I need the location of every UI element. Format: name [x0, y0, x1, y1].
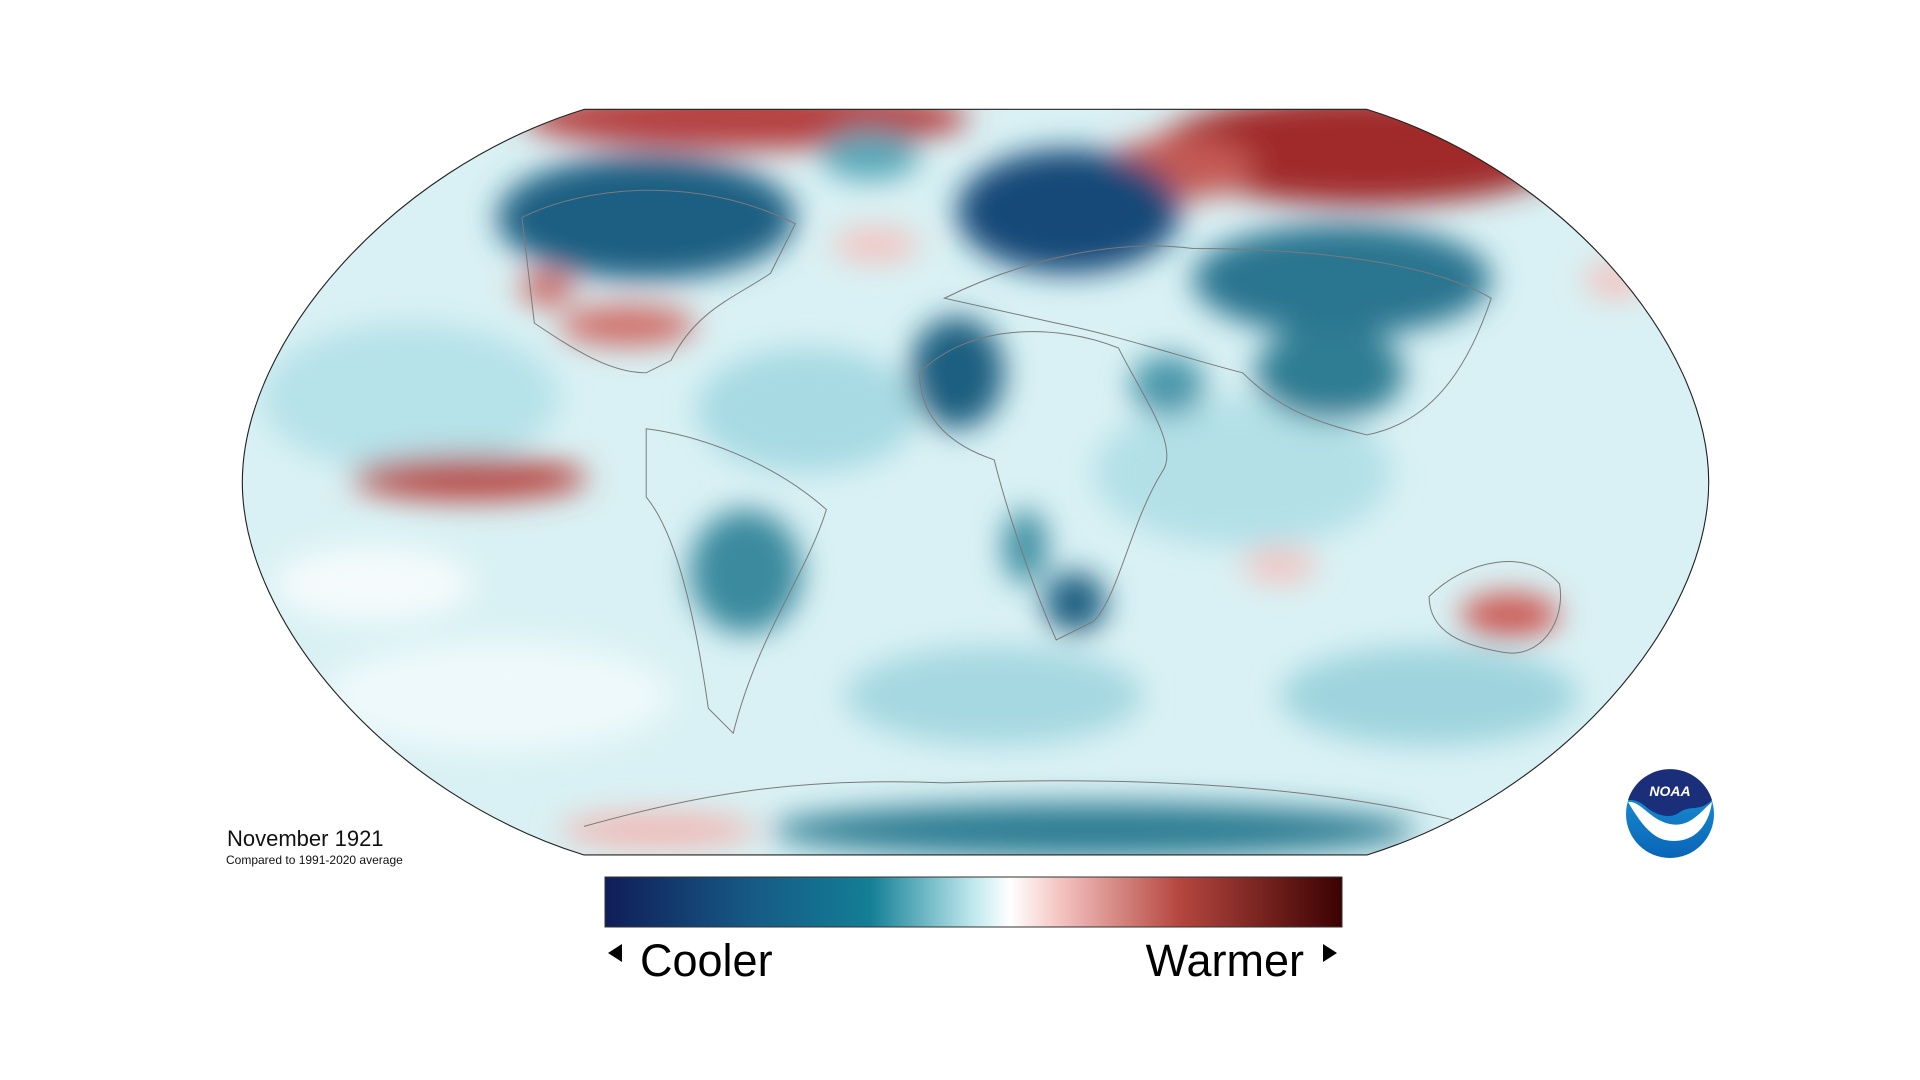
- map-title: November 1921: [227, 826, 384, 851]
- legend-low: Cooler: [640, 935, 773, 986]
- map: [241, 108, 1710, 856]
- color-scale: [604, 876, 1343, 928]
- logo-text: NOAA: [1649, 783, 1690, 799]
- map-subtitle: Compared to 1991-2020 average: [226, 853, 403, 867]
- map-outline: [241, 108, 1710, 856]
- coastlines: [521, 189, 1562, 827]
- legend-high: Warmer: [1146, 935, 1304, 986]
- warmer-arrow: [1323, 944, 1337, 962]
- anomaly-field: [242, 109, 1709, 855]
- noaa-logo: NOAA: [1626, 769, 1714, 858]
- cooler-arrow: [608, 944, 622, 962]
